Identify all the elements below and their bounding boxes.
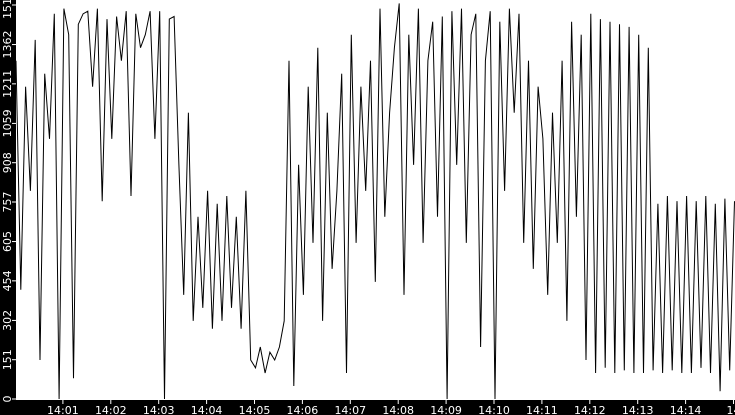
x-tick-label: 14:09 — [430, 404, 462, 415]
x-tick-label: 14:10 — [478, 404, 510, 415]
y-tick-label: 302 — [1, 310, 14, 331]
x-tick-label: 14 — [727, 404, 735, 415]
y-tick-label: 1059 — [1, 109, 14, 137]
y-tick-label: 757 — [1, 192, 14, 213]
x-tick-label: 14:01 — [47, 404, 79, 415]
y-tick-label: 1211 — [1, 70, 14, 98]
y-tick-label: 1362 — [1, 31, 14, 59]
x-tick-label: 14:11 — [526, 404, 558, 415]
y-tick-label: 908 — [1, 152, 14, 173]
x-tick-label: 14:14 — [670, 404, 702, 415]
x-tick-label: 14:06 — [287, 404, 319, 415]
x-tick-label: 14:13 — [622, 404, 654, 415]
x-axis: 14:01 14:02 14:03 14:04 14:05 14:06 14:07 14:08… — [47, 400, 735, 415]
y-tick-label: 454 — [1, 270, 14, 291]
x-tick-label: 14:05 — [239, 404, 271, 415]
x-tick-label: 14:02 — [95, 404, 127, 415]
y-tick-label: 1514 — [1, 0, 14, 19]
x-axis-band — [0, 400, 735, 415]
x-tick-label: 14:08 — [382, 404, 414, 415]
x-tick-label: 14:07 — [334, 404, 366, 415]
x-tick-label: 14:04 — [191, 404, 223, 415]
y-axis-band — [0, 0, 16, 415]
series-group — [15, 3, 735, 400]
series-line — [15, 3, 735, 400]
y-axis: 0 151 302 454 605 757 908 1059 1211 1362 1514 — [1, 0, 16, 403]
x-tick-label: 14:12 — [574, 404, 606, 415]
y-tick-label: 0 — [1, 396, 14, 403]
y-tick-label: 605 — [1, 231, 14, 252]
x-tick-label: 14:03 — [143, 404, 175, 415]
y-tick-label: 151 — [1, 349, 14, 370]
